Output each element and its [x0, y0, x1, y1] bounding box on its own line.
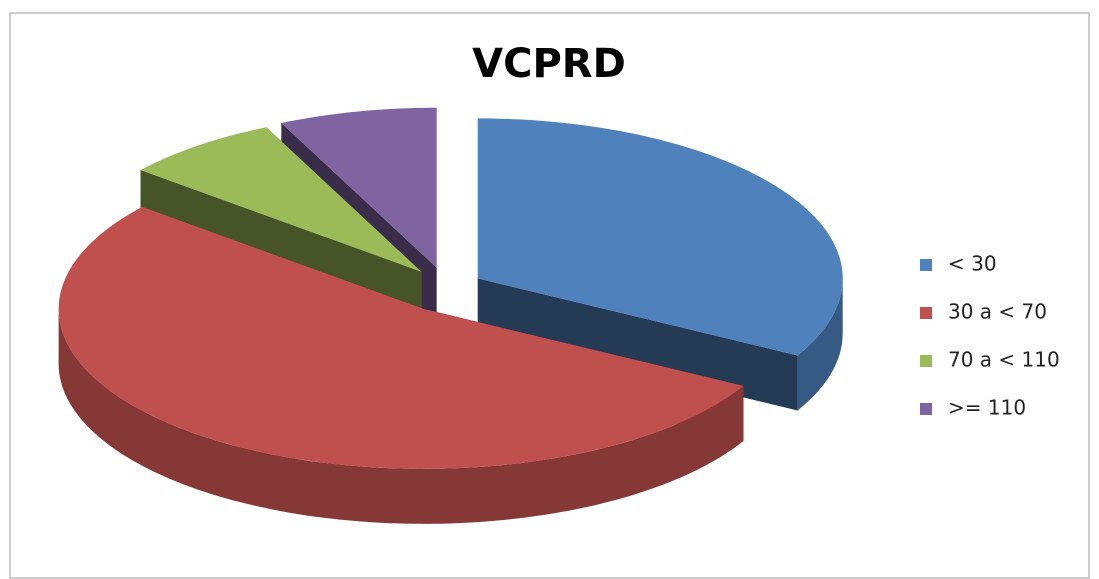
- legend-swatch: [920, 403, 932, 415]
- slice: [477, 118, 843, 411]
- slice-side: [797, 278, 843, 411]
- legend-swatch: [920, 355, 932, 367]
- slice: [58, 206, 744, 524]
- slice-top: [281, 107, 437, 268]
- slice-top: [58, 206, 744, 469]
- slice-wall: [477, 278, 798, 411]
- slice-side: [58, 308, 744, 524]
- legend-label: >= 110: [948, 396, 1026, 420]
- legend-label: 70 a < 110: [948, 348, 1060, 372]
- legend-swatch: [920, 259, 932, 271]
- slice-top: [477, 118, 843, 356]
- legend-label: 30 a < 70: [948, 300, 1047, 324]
- slice-top: [140, 127, 422, 272]
- legend-label: < 30: [948, 252, 997, 276]
- legend-swatch: [920, 307, 932, 319]
- chart-title: VCPRD: [472, 41, 626, 87]
